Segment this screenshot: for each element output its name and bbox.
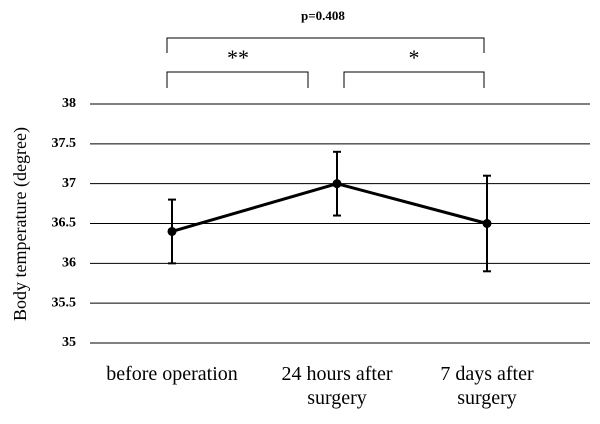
y-tick-label: 36: [62, 256, 76, 271]
annotation: *: [409, 45, 420, 70]
x-tick-label: before operation: [106, 363, 238, 385]
bracket: [343, 71, 485, 88]
bracket: [166, 71, 309, 88]
y-tick-label: 37.5: [52, 136, 77, 151]
data-line: [171, 182, 488, 233]
y-tick-label: 35.5: [52, 295, 77, 310]
annotation: p=0.408: [301, 8, 345, 23]
data-point: [167, 226, 177, 236]
annotation: **: [227, 45, 249, 70]
significance-brackets: [166, 37, 485, 88]
x-tick-label: 24 hours after surgery: [281, 363, 393, 409]
y-tick-label: 36.5: [52, 216, 77, 231]
y-tick-label: 38: [62, 96, 76, 111]
x-tick-label: 7 days after surgery: [440, 363, 534, 409]
y-axis-label: Body temperature (degree): [10, 127, 31, 321]
y-tick-label: 35: [62, 335, 76, 350]
y-tick-label: 37: [62, 176, 76, 191]
data-point: [482, 219, 492, 228]
bracket: [166, 37, 485, 53]
data-point: [332, 179, 342, 189]
